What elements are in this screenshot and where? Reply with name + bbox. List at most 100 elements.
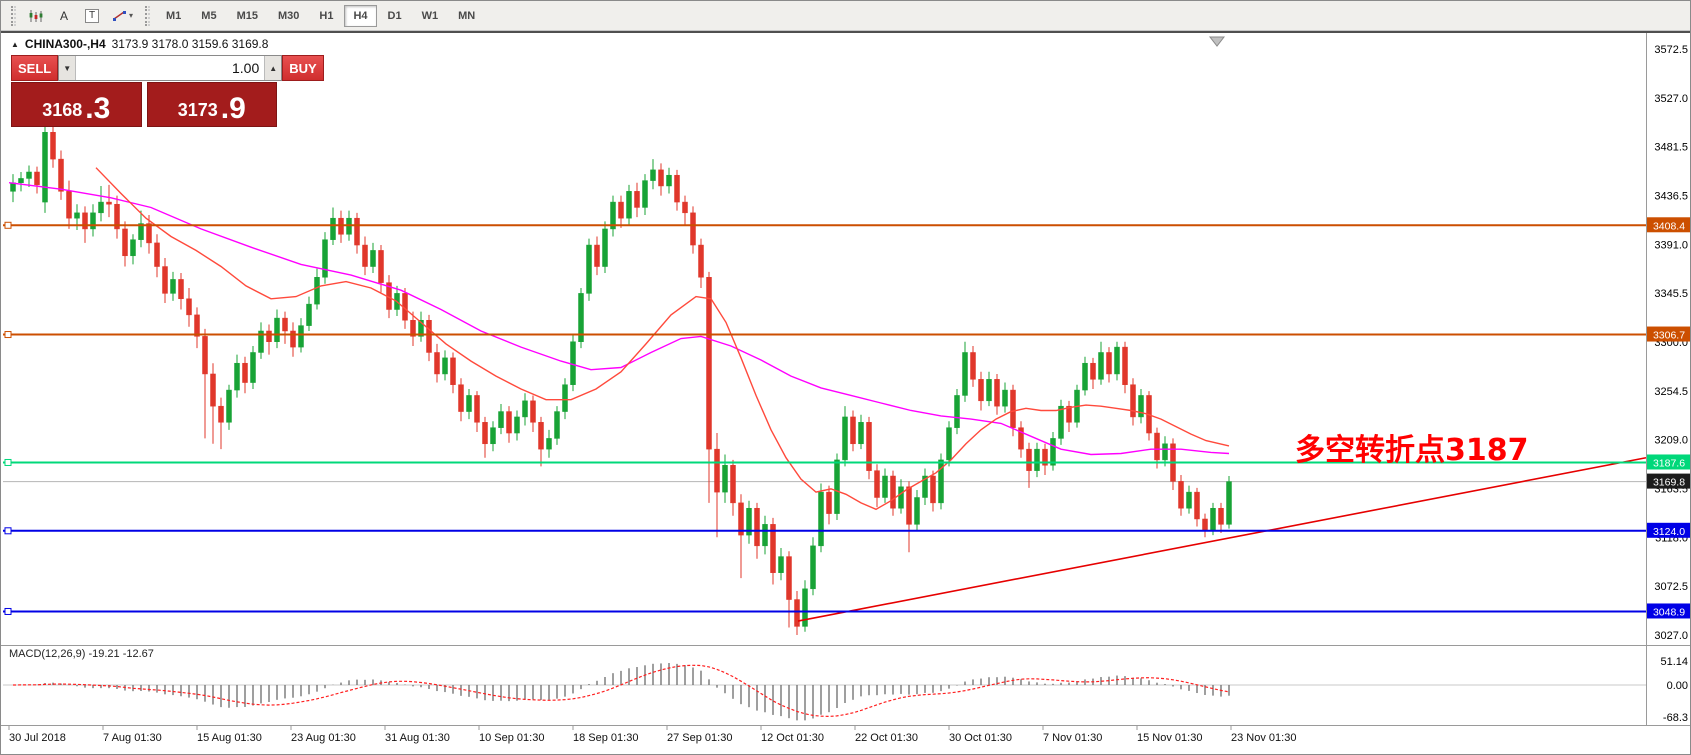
timeframe-button-mn[interactable]: MN xyxy=(449,5,484,27)
chart-shift-marker[interactable] xyxy=(1208,36,1226,47)
candle xyxy=(122,228,128,257)
sell-button[interactable]: SELL xyxy=(11,55,59,81)
timeframe-button-h1[interactable]: H1 xyxy=(310,5,342,27)
cursor-a-icon: A xyxy=(59,8,68,23)
candle xyxy=(474,395,480,423)
candle xyxy=(466,395,472,412)
timeframe-button-m15[interactable]: M15 xyxy=(228,5,267,27)
ohlc-values: 3173.9 3178.0 3159.6 3169.8 xyxy=(111,37,269,51)
volume-dropdown-button[interactable]: ▼ xyxy=(59,56,77,80)
candle xyxy=(178,279,184,300)
candle xyxy=(1114,346,1120,375)
candle xyxy=(378,250,384,283)
candle xyxy=(362,244,368,267)
candle xyxy=(410,319,416,337)
timeframe-button-w1[interactable]: W1 xyxy=(413,5,448,27)
candle xyxy=(618,201,624,219)
candle xyxy=(842,416,848,461)
candle xyxy=(266,330,272,342)
candle xyxy=(714,448,720,493)
price-level-handle[interactable] xyxy=(4,527,12,535)
candle xyxy=(1218,507,1224,525)
candle xyxy=(922,475,928,498)
candle xyxy=(658,169,664,187)
candle xyxy=(602,228,608,267)
candle xyxy=(1042,448,1048,466)
buy-button[interactable]: BUY xyxy=(282,55,324,81)
price-level-handle[interactable] xyxy=(4,221,12,229)
price-level-handle[interactable] xyxy=(4,331,12,339)
timeframe-button-h4[interactable]: H4 xyxy=(344,4,377,27)
candle xyxy=(874,470,880,498)
volume-increase-button[interactable]: ▲ xyxy=(264,56,282,80)
candle xyxy=(442,357,448,375)
candle xyxy=(1130,384,1136,418)
candle xyxy=(242,362,248,383)
buy-price-pip: .9 xyxy=(220,91,246,125)
candle xyxy=(290,330,296,348)
chevron-up-icon: ▲ xyxy=(269,63,278,73)
y-axis-label: 3527.0 xyxy=(1654,93,1688,105)
candle xyxy=(538,422,544,450)
x-axis-label: 30 Oct 01:30 xyxy=(949,732,1012,744)
candle xyxy=(810,545,816,590)
toolbar-grip-2[interactable] xyxy=(145,5,151,26)
cursor-mode-button[interactable]: A xyxy=(51,4,77,28)
candle xyxy=(1138,395,1144,418)
trend-line[interactable] xyxy=(797,456,1647,622)
candle xyxy=(522,400,528,418)
timeframe-button-m5[interactable]: M5 xyxy=(192,5,225,27)
price-level-tag-label: 3306.7 xyxy=(1653,330,1685,342)
candle xyxy=(90,212,96,230)
candle xyxy=(786,556,792,600)
x-axis-label: 15 Aug 01:30 xyxy=(197,732,262,744)
candle xyxy=(210,373,216,407)
x-axis-label: 27 Sep 01:30 xyxy=(667,732,732,744)
candle xyxy=(570,341,576,385)
timeframe-button-m1[interactable]: M1 xyxy=(157,5,190,27)
candle xyxy=(234,362,240,391)
candle xyxy=(642,180,648,208)
candle xyxy=(778,556,784,573)
macd-axis-label: 51.14 xyxy=(1660,656,1688,668)
sell-price-button[interactable]: 3168.3 xyxy=(11,82,142,127)
candle xyxy=(586,244,592,294)
price-level-tag-label: 3124.0 xyxy=(1653,526,1685,538)
x-axis-label: 30 Jul 2018 xyxy=(9,732,66,744)
candle xyxy=(938,459,944,504)
candle xyxy=(1058,405,1064,439)
candle xyxy=(1082,362,1088,391)
candle xyxy=(114,203,120,230)
buy-price-button[interactable]: 3173.9 xyxy=(146,82,277,127)
toolbar: A T ▾ M1 M5 M15 M30 H1 H4 D1 W1 MN xyxy=(1,1,1690,31)
candle xyxy=(1106,352,1112,375)
timeframe-button-d1[interactable]: D1 xyxy=(379,5,411,27)
y-axis-label: 3254.5 xyxy=(1654,386,1688,398)
chevron-down-icon: ▾ xyxy=(129,11,134,20)
candle xyxy=(330,217,336,240)
text-tool-button[interactable]: T xyxy=(79,4,105,28)
one-click-toggle-icon[interactable]: ▲ xyxy=(11,39,19,49)
trendline-tool-icon xyxy=(113,11,126,21)
candle xyxy=(1034,448,1040,471)
candle xyxy=(578,293,584,342)
candle xyxy=(202,336,208,375)
candle xyxy=(626,191,632,219)
y-axis-label: 3481.5 xyxy=(1654,142,1688,154)
toolbar-grip[interactable] xyxy=(11,5,16,26)
price-level-handle[interactable] xyxy=(4,458,12,466)
chart-type-icon-button[interactable] xyxy=(23,4,49,28)
candle xyxy=(650,169,656,181)
candle xyxy=(962,352,968,396)
candle xyxy=(546,438,552,450)
volume-input[interactable] xyxy=(76,56,265,80)
candle xyxy=(250,352,256,383)
price-level-tag xyxy=(1647,326,1690,342)
timeframe-button-m30[interactable]: M30 xyxy=(269,5,308,27)
x-axis-label: 7 Aug 01:30 xyxy=(103,732,162,744)
line-studies-button[interactable]: ▾ xyxy=(107,4,138,28)
price-level-handle[interactable] xyxy=(4,607,12,615)
y-axis-label: 3072.5 xyxy=(1654,581,1688,593)
price-level-tag-label: 3048.9 xyxy=(1653,606,1685,618)
